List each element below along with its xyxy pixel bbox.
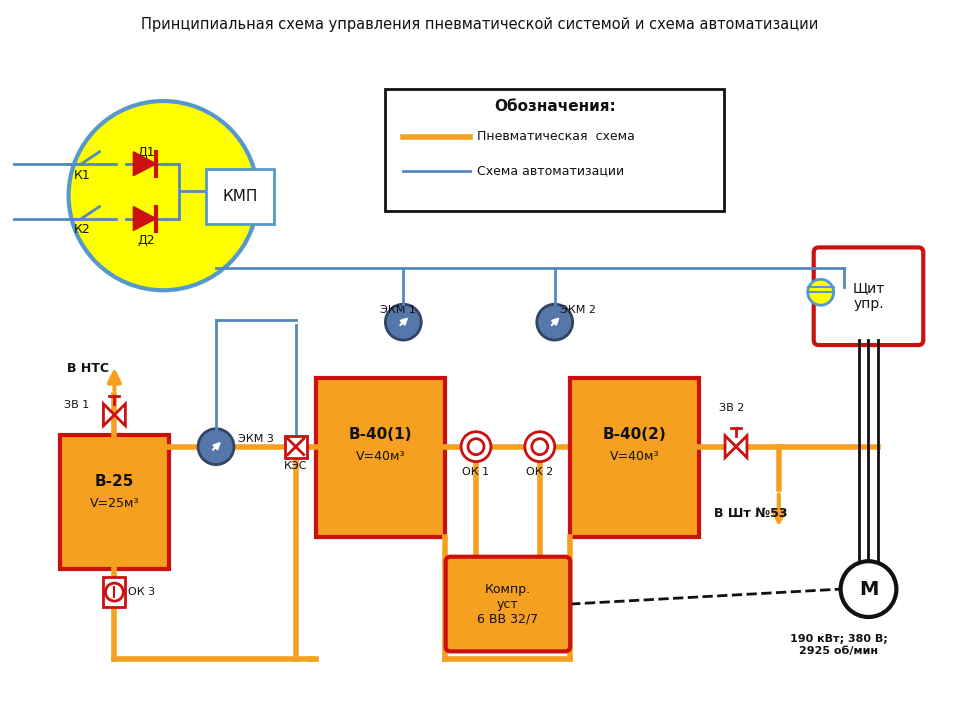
FancyBboxPatch shape: [445, 557, 570, 652]
Text: В-40(2): В-40(2): [603, 427, 666, 442]
Text: V=40м³: V=40м³: [610, 450, 660, 463]
Circle shape: [68, 101, 258, 290]
Polygon shape: [133, 152, 156, 176]
FancyBboxPatch shape: [814, 248, 924, 345]
FancyBboxPatch shape: [104, 577, 126, 607]
Text: КЭС: КЭС: [284, 461, 307, 471]
Text: ОК 3: ОК 3: [129, 587, 156, 597]
Circle shape: [461, 432, 491, 462]
Text: ЭКМ 3: ЭКМ 3: [238, 433, 274, 444]
Polygon shape: [736, 436, 747, 458]
Text: Компр.
уст
6 ВВ 32/7: Компр. уст 6 ВВ 32/7: [477, 582, 539, 626]
Polygon shape: [133, 207, 156, 230]
Text: ЭКМ 2: ЭКМ 2: [560, 305, 596, 315]
Text: Обозначения:: Обозначения:: [493, 99, 615, 114]
Circle shape: [537, 305, 573, 340]
Text: В НТС: В НТС: [66, 362, 108, 375]
Circle shape: [532, 438, 548, 454]
Circle shape: [525, 432, 555, 462]
Text: V=25м³: V=25м³: [89, 497, 139, 510]
Text: Щит
упр.: Щит упр.: [852, 281, 884, 311]
Text: М: М: [859, 580, 878, 598]
Text: Д2: Д2: [137, 233, 156, 246]
Polygon shape: [114, 404, 126, 426]
Circle shape: [198, 428, 234, 464]
FancyBboxPatch shape: [316, 378, 445, 537]
FancyBboxPatch shape: [569, 378, 699, 537]
Circle shape: [841, 561, 897, 617]
Text: КМП: КМП: [223, 189, 257, 204]
Text: 190 кВт; 380 В;
2925 об/мин: 190 кВт; 380 В; 2925 об/мин: [790, 634, 887, 655]
Polygon shape: [104, 404, 114, 426]
Text: В-25: В-25: [95, 474, 134, 489]
Text: Пневматическая  схема: Пневматическая схема: [477, 130, 635, 143]
Circle shape: [106, 583, 124, 601]
Text: V=40м³: V=40м³: [355, 450, 405, 463]
FancyBboxPatch shape: [206, 168, 274, 223]
Text: ЗВ 1: ЗВ 1: [63, 400, 89, 410]
Circle shape: [385, 305, 421, 340]
Text: Д1: Д1: [137, 146, 156, 159]
Text: В-40(1): В-40(1): [348, 427, 412, 442]
Text: ОК 1: ОК 1: [463, 467, 490, 477]
Text: К2: К2: [74, 223, 90, 236]
FancyBboxPatch shape: [285, 436, 306, 458]
Text: ЭКМ 1: ЭКМ 1: [380, 305, 417, 315]
Text: К1: К1: [74, 168, 90, 181]
Polygon shape: [725, 436, 736, 458]
Text: Схема автоматизации: Схема автоматизации: [477, 164, 624, 177]
Text: Принципиальная схема управления пневматической системой и схема автоматизации: Принципиальная схема управления пневмати…: [141, 17, 819, 32]
Text: ЗВ 2: ЗВ 2: [719, 402, 744, 413]
Text: ОК 2: ОК 2: [526, 467, 553, 477]
Circle shape: [468, 438, 484, 454]
Text: В Шт №53: В Шт №53: [714, 508, 787, 521]
FancyBboxPatch shape: [60, 435, 169, 570]
Circle shape: [807, 279, 833, 305]
FancyBboxPatch shape: [385, 89, 724, 210]
